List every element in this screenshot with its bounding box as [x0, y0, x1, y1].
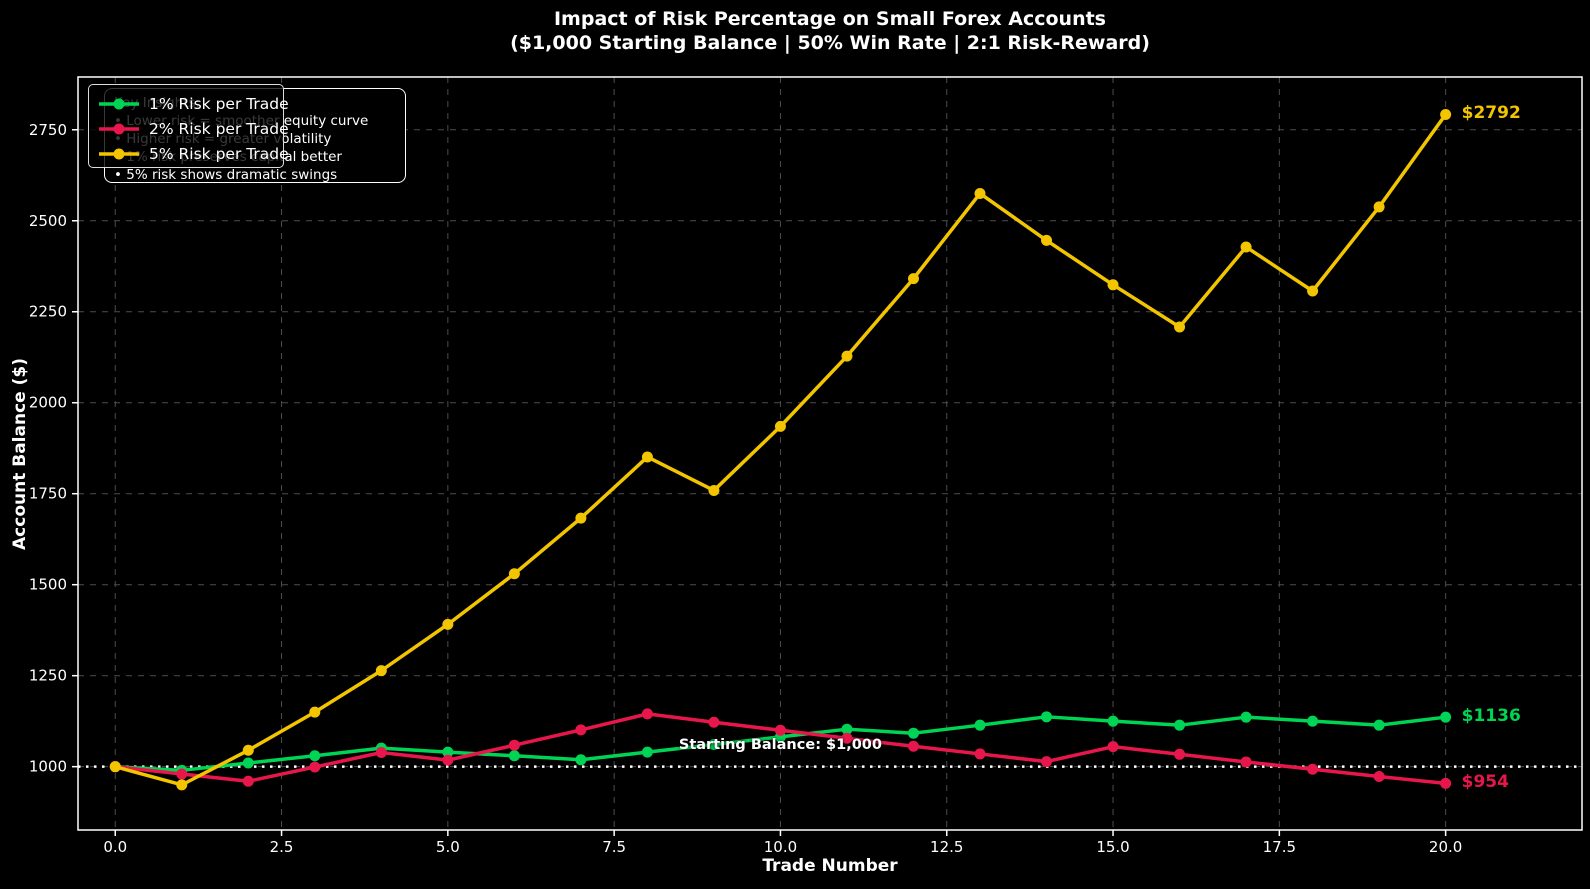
data-point-5pct [974, 187, 986, 199]
legend-marker-5pct-icon [99, 148, 139, 159]
x-tick-label: 5.0 [436, 838, 460, 856]
end-label-2pct: $954 [1461, 772, 1509, 793]
data-point-1pct [907, 727, 919, 739]
data-point-1pct [841, 723, 853, 735]
data-point-2pct [1107, 741, 1119, 753]
legend-item-1pct-risk: 1% Risk per Trade [97, 91, 289, 116]
y-tick-label: 2250 [29, 303, 67, 321]
data-point-5pct [508, 568, 520, 580]
data-point-1pct [1307, 715, 1319, 727]
legend-marker-2pct-icon [99, 123, 139, 134]
data-point-5pct [375, 665, 387, 677]
data-point-2pct [974, 748, 986, 760]
y-tick-label: 2500 [29, 212, 67, 230]
data-point-5pct [242, 744, 254, 756]
data-point-1pct [641, 746, 653, 758]
data-point-1pct [309, 750, 321, 762]
y-tick-label: 2000 [29, 394, 67, 412]
data-point-5pct [774, 420, 786, 432]
legend-label-2pct: 2% Risk per Trade [149, 119, 289, 138]
data-point-2pct [508, 739, 520, 751]
y-tick-label: 1750 [29, 485, 67, 503]
data-point-2pct [1041, 756, 1053, 768]
data-point-1pct [1373, 719, 1385, 731]
end-label-1pct: $1136 [1461, 706, 1521, 727]
data-point-5pct [708, 484, 720, 496]
chart-subtitle: ($1,000 Starting Balance | 50% Win Rate … [510, 32, 1150, 54]
data-point-5pct [641, 451, 653, 463]
legend-label-1pct: 1% Risk per Trade [149, 94, 289, 113]
data-point-2pct [575, 724, 587, 736]
x-tick-label: 0.0 [103, 838, 127, 856]
data-point-5pct [1307, 285, 1319, 297]
data-point-5pct [907, 273, 919, 285]
data-point-2pct [907, 740, 919, 752]
data-point-2pct [1307, 763, 1319, 775]
data-point-2pct [841, 732, 853, 744]
y-tick-label: 1000 [29, 758, 67, 776]
data-point-2pct [1440, 777, 1452, 789]
data-point-5pct [1240, 241, 1252, 253]
data-point-5pct [841, 350, 853, 362]
end-label-5pct: $2792 [1461, 103, 1521, 124]
data-point-2pct [708, 716, 720, 728]
data-point-1pct [708, 738, 720, 750]
data-point-1pct [1174, 719, 1186, 731]
data-point-5pct [1373, 201, 1385, 213]
data-point-5pct [442, 618, 454, 630]
x-tick-label: 15.0 [1096, 838, 1129, 856]
data-point-1pct [508, 750, 520, 762]
legend-marker-1pct-icon [99, 98, 139, 109]
data-point-2pct [375, 746, 387, 758]
plot-border [77, 76, 1583, 831]
legend-label-5pct: 5% Risk per Trade [149, 144, 289, 163]
y-tick-label: 1250 [29, 667, 67, 685]
data-point-1pct [1041, 711, 1053, 723]
data-point-1pct [1440, 711, 1452, 723]
data-point-1pct [974, 719, 986, 731]
data-point-2pct [1240, 756, 1252, 768]
data-point-5pct [309, 706, 321, 718]
data-point-1pct [575, 754, 587, 766]
data-point-5pct [575, 512, 587, 524]
data-point-5pct [176, 779, 188, 791]
x-tick-label: 17.5 [1263, 838, 1296, 856]
data-point-5pct [1041, 234, 1053, 246]
legend: 1% Risk per Trade 2% Risk per Trade 5% R… [88, 84, 289, 168]
data-point-2pct [774, 724, 786, 736]
chart-title: Impact of Risk Percentage on Small Forex… [553, 8, 1106, 30]
data-point-2pct [1174, 748, 1186, 760]
data-point-5pct [1174, 321, 1186, 333]
starting-balance-annotation: Starting Balance: $1,000 [678, 736, 882, 753]
data-point-1pct [442, 746, 454, 758]
legend-item-5pct-risk: 5% Risk per Trade [97, 141, 289, 166]
x-tick-label: 20.0 [1429, 838, 1462, 856]
x-tick-label: 10.0 [764, 838, 797, 856]
data-point-5pct [109, 761, 121, 773]
x-tick-label: 2.5 [270, 838, 294, 856]
data-point-2pct [1373, 771, 1385, 783]
x-tick-label: 12.5 [930, 838, 963, 856]
data-point-2pct [309, 761, 321, 773]
x-axis-label: Trade Number [762, 856, 898, 876]
data-point-1pct [1107, 715, 1119, 727]
y-tick-label: 1500 [29, 576, 67, 594]
data-point-1pct [242, 757, 254, 769]
y-axis-label: Account Balance ($) [10, 358, 30, 550]
data-point-5pct [1440, 108, 1452, 120]
data-point-2pct [176, 768, 188, 780]
data-point-5pct [1107, 279, 1119, 291]
data-point-1pct [1240, 711, 1252, 723]
legend-item-2pct-risk: 2% Risk per Trade [97, 116, 289, 141]
y-tick-label: 2750 [29, 121, 67, 139]
data-point-2pct [641, 708, 653, 720]
data-point-2pct [242, 775, 254, 787]
insight-bullet-5pct: • 5% risk shows dramatic swings [114, 167, 338, 183]
x-tick-label: 7.5 [602, 838, 626, 856]
data-point-2pct [442, 754, 454, 766]
